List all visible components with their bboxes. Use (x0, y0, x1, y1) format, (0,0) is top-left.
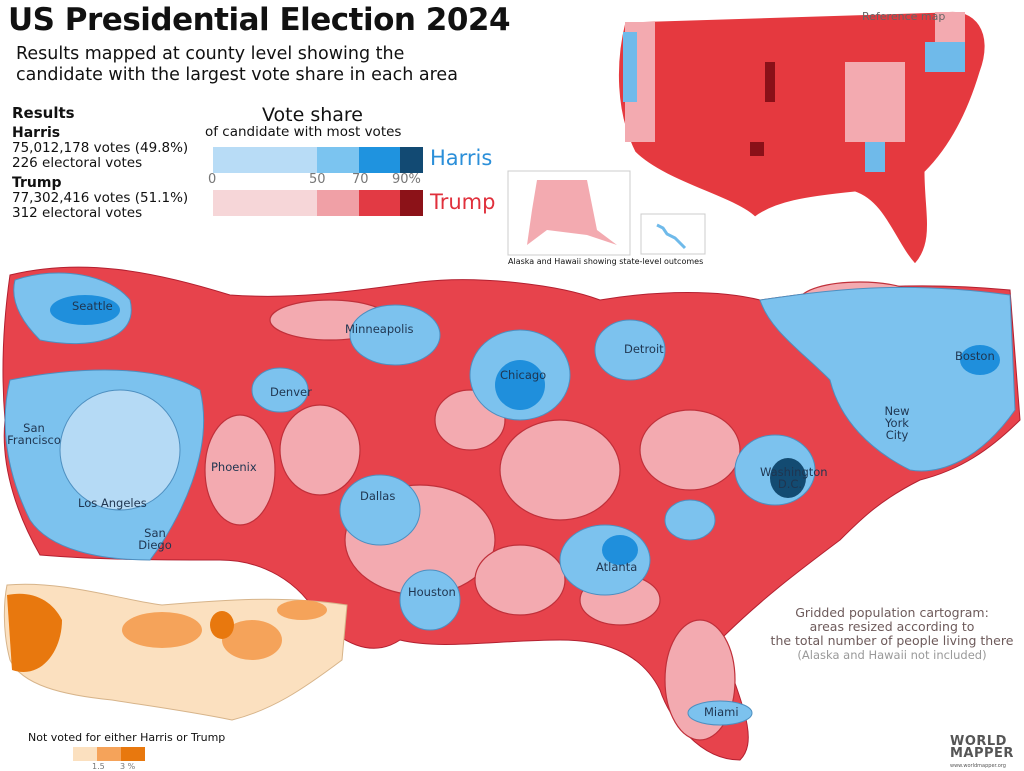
scale-tick: 1.5 (92, 762, 105, 771)
harris-results: Harris 75,012,178 votes (49.8%) 226 elec… (12, 125, 188, 171)
vote-share-subtitle: of candidate with most votes (205, 124, 402, 140)
city-label: Minneapolis (345, 322, 414, 336)
subtitle: Results mapped at county level showing t… (16, 44, 458, 86)
city-label: New York City (884, 404, 910, 442)
subtitle-line: Results mapped at county level showing t… (16, 44, 405, 64)
trump-scale-swatch (359, 190, 400, 216)
not-voted-scale-swatch (121, 747, 145, 761)
not-voted-color-scale (73, 747, 145, 761)
trump-scale-swatch (213, 190, 317, 216)
not-voted-cartogram (3, 583, 348, 721)
city-label: Boston (955, 349, 995, 363)
city-label: Miami (704, 705, 739, 719)
city-label: Phoenix (211, 460, 257, 474)
city-label: San Francisco (7, 421, 61, 447)
alaska-hawaii-inset (507, 170, 706, 256)
city-label: Dallas (360, 489, 396, 503)
scale-tick: 90% (392, 172, 421, 187)
note-line: areas resized according to (809, 619, 975, 634)
city-label: Chicago (500, 368, 547, 382)
reference-map-label: Reference map (862, 10, 946, 23)
alaska-hawaii-caption: Alaska and Hawaii showing state-level ou… (508, 257, 704, 266)
note-sub: (Alaska and Hawaii not included) (797, 648, 987, 662)
harris-scale-swatch (213, 147, 317, 173)
city-label: Washington D.C. (760, 465, 828, 491)
page-title: US Presidential Election 2024 (8, 2, 511, 38)
city-label: San Diego (138, 526, 172, 552)
city-label: Atlanta (596, 560, 638, 574)
harris-scale-swatch (400, 147, 423, 173)
reference-map (617, 10, 986, 265)
harris-name: Harris (12, 125, 61, 141)
logo-url: www.worldmapper.org (950, 763, 1006, 769)
trump-legend-label: Trump (430, 190, 496, 214)
cartogram-note: Gridded population cartogram: areas resi… (760, 605, 1024, 663)
city-label: Denver (270, 385, 312, 399)
not-voted-legend-title: Not voted for either Harris or Trump (28, 731, 226, 744)
harris-electoral: 226 electoral votes (12, 155, 143, 171)
logo-line: WORLD (950, 734, 1007, 749)
city-label: Seattle (72, 299, 113, 313)
trump-name: Trump (12, 175, 62, 191)
trump-scale-swatch (317, 190, 359, 216)
trump-results: Trump 77,302,416 votes (51.1%) 312 elect… (12, 175, 188, 221)
harris-color-scale (213, 147, 423, 173)
not-voted-scale-swatch (73, 747, 97, 761)
harris-legend-label: Harris (430, 146, 493, 170)
scale-tick: 70 (352, 172, 369, 187)
harris-votes: 75,012,178 votes (49.8%) (12, 140, 189, 156)
scale-tick: 50 (309, 172, 326, 187)
trump-votes: 77,302,416 votes (51.1%) (12, 190, 189, 206)
worldmapper-logo[interactable]: WORLD MAPPER www.worldmapper.org (950, 734, 1014, 771)
trump-color-scale (213, 190, 423, 216)
trump-scale-swatch (400, 190, 423, 216)
note-line: the total number of people living there (770, 633, 1014, 648)
scale-tick: 0 (208, 172, 217, 187)
subtitle-line: candidate with the largest vote share in… (16, 65, 458, 85)
logo-line: MAPPER (950, 746, 1014, 761)
trump-electoral: 312 electoral votes (12, 205, 143, 221)
scale-tick: 3 % (120, 762, 136, 771)
hawaii-shape (656, 223, 687, 250)
alaska-shape (527, 180, 617, 245)
not-voted-scale-swatch (97, 747, 121, 761)
harris-scale-swatch (317, 147, 359, 173)
note-line: Gridded population cartogram: (795, 605, 989, 620)
results-heading: Results (12, 104, 75, 122)
city-label: Houston (408, 585, 456, 599)
vote-share-title: Vote share (262, 104, 363, 126)
city-label: Detroit (624, 342, 664, 356)
city-label: Los Angeles (78, 496, 147, 510)
harris-scale-swatch (359, 147, 400, 173)
